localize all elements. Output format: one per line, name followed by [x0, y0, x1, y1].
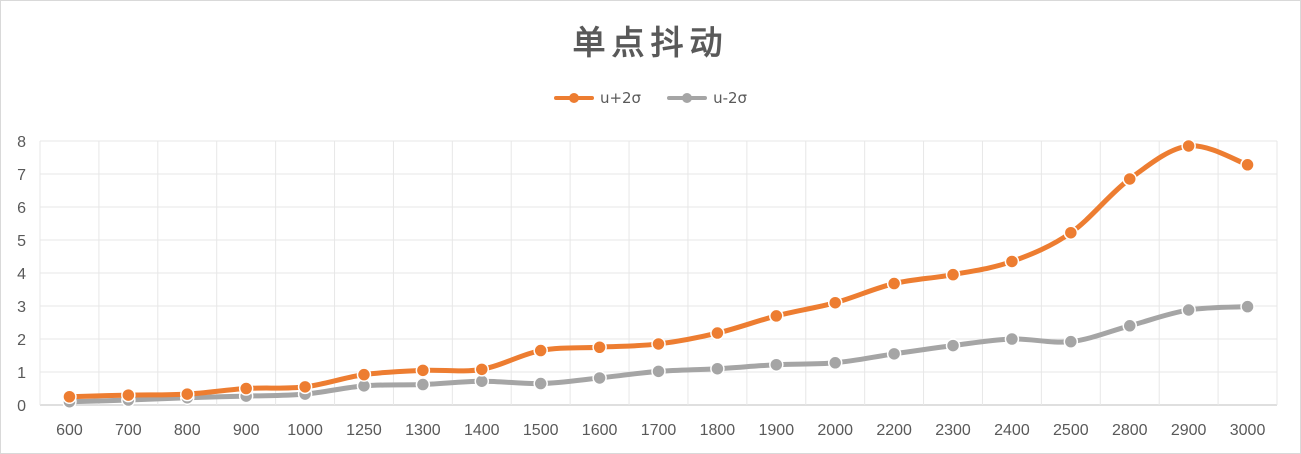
y-tick-label: 8: [17, 134, 26, 151]
data-point-series-1: [1240, 157, 1255, 173]
data-point-series-1: [945, 267, 961, 282]
data-point-series-2: [592, 370, 607, 386]
data-point-series-1: [1004, 254, 1020, 269]
legend-swatch-series-2: [667, 90, 708, 106]
data-point-series-1: [651, 336, 666, 352]
x-tick-label: 800: [174, 422, 201, 439]
y-tick-label: 7: [17, 167, 26, 184]
legend-item-series-1[interactable]: u+2σ: [553, 89, 642, 107]
x-tick-label: 2500: [1053, 422, 1089, 439]
data-point-series-2: [769, 357, 784, 372]
data-point-series-2: [886, 346, 902, 362]
data-point-series-2: [1063, 334, 1079, 349]
data-point-series-1: [827, 295, 843, 310]
data-point-series-2: [1181, 302, 1196, 318]
data-point-series-2: [1122, 318, 1137, 334]
data-point-series-2: [1004, 331, 1020, 347]
data-point-series-1: [1122, 171, 1137, 187]
x-tick-label: 2400: [994, 422, 1030, 439]
legend-label-series-2: u-2σ: [713, 89, 748, 107]
y-tick-label: 2: [17, 332, 26, 349]
data-point-series-1: [1181, 138, 1196, 154]
x-tick-label: 600: [56, 422, 83, 439]
x-tick-label: 3000: [1230, 422, 1266, 439]
data-point-series-1: [356, 367, 372, 382]
data-point-series-1: [62, 389, 77, 404]
data-point-series-2: [533, 376, 548, 391]
data-point-series-1: [297, 379, 313, 395]
x-tick-label: 1250: [346, 422, 382, 439]
legend-swatch-series-1: [553, 90, 594, 106]
data-point-series-1: [415, 363, 431, 378]
data-point-series-1: [533, 343, 548, 358]
x-tick-label: 1700: [641, 422, 677, 439]
y-tick-label: 3: [17, 299, 26, 316]
data-point-series-2: [827, 355, 843, 371]
data-point-series-1: [886, 276, 902, 291]
data-point-series-1: [769, 308, 784, 324]
y-tick-label: 6: [17, 200, 26, 217]
data-point-series-1: [180, 386, 195, 402]
legend: u+2σ u-2σ: [0, 89, 1301, 107]
x-tick-label: 2900: [1171, 422, 1207, 439]
data-point-series-2: [474, 373, 490, 389]
data-point-series-2: [415, 377, 431, 392]
x-tick-label: 1800: [700, 422, 736, 439]
x-tick-label: 1900: [759, 422, 795, 439]
data-point-series-1: [238, 381, 254, 396]
legend-item-series-2[interactable]: u-2σ: [667, 89, 747, 107]
data-point-series-2: [1240, 299, 1255, 314]
data-point-series-1: [121, 387, 136, 403]
y-tick-label: 5: [17, 233, 26, 250]
x-tick-label: 1000: [287, 422, 323, 439]
data-point-series-1: [710, 325, 725, 341]
x-tick-label: 900: [233, 422, 260, 439]
data-point-series-2: [710, 361, 725, 376]
series-line-1: [66, 143, 1251, 400]
x-tick-label: 1600: [582, 422, 618, 439]
y-tick-label: 1: [17, 365, 26, 382]
x-tick-label: 1500: [523, 422, 559, 439]
chart-title: 单点抖动: [572, 23, 729, 62]
x-tick-label: 1400: [464, 422, 500, 439]
y-tick-label: 0: [17, 398, 26, 415]
data-point-series-2: [651, 364, 666, 379]
x-tick-label: 2200: [876, 422, 912, 439]
data-point-series-1: [592, 340, 607, 355]
data-point-series-2: [945, 338, 961, 353]
x-tick-label: 700: [115, 422, 142, 439]
x-tick-label: 1300: [405, 422, 441, 439]
y-tick-label: 4: [17, 266, 26, 283]
x-tick-label: 2300: [935, 422, 971, 439]
legend-label-series-1: u+2σ: [599, 89, 642, 107]
x-tick-label: 2000: [817, 422, 853, 439]
data-point-series-1: [1063, 225, 1079, 240]
x-tick-label: 2800: [1112, 422, 1148, 439]
data-point-series-1: [474, 362, 490, 377]
